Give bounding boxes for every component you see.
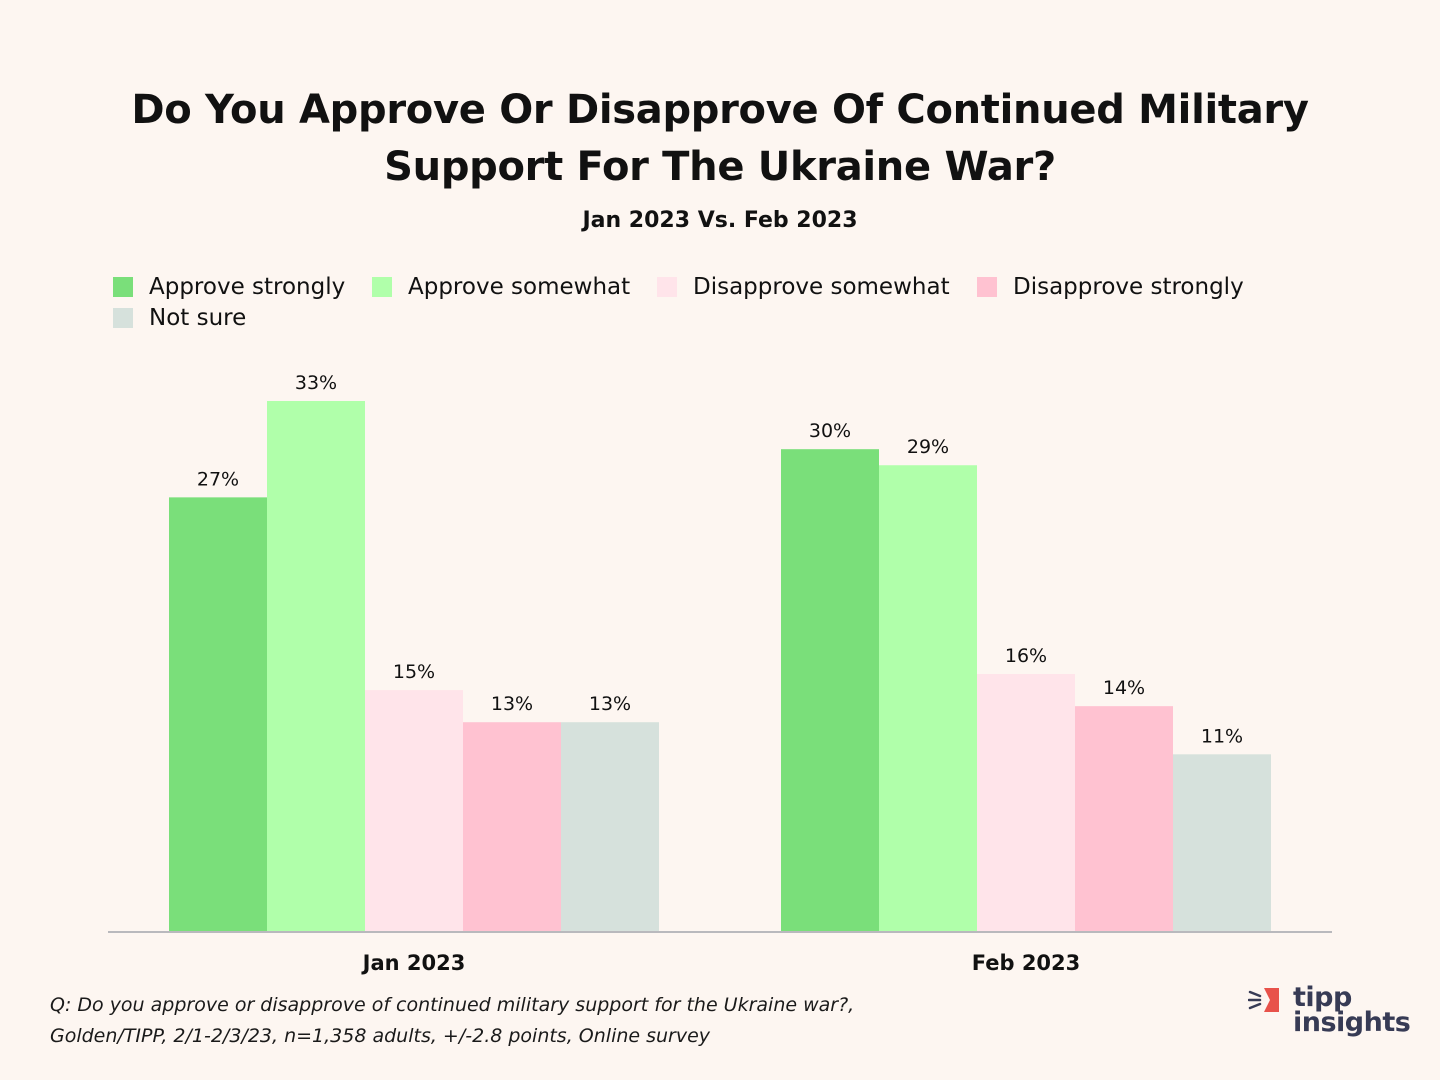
legend-label: Approve somewhat — [408, 274, 631, 300]
chart-title: Do You Approve Or Disapprove Of Continue… — [0, 82, 1440, 196]
data-label: 30% — [809, 420, 851, 442]
data-label: 15% — [393, 661, 435, 683]
bar-disapprove-strongly-jan-2023 — [463, 722, 561, 931]
legend-item-disapprove-strongly: Disapprove strongly — [977, 274, 1244, 300]
data-label: 33% — [295, 372, 337, 394]
bar-not-sure-jan-2023 — [561, 722, 659, 931]
chart-title-line-2: Support For The Ukraine War? — [384, 144, 1056, 190]
x-tick-label: Feb 2023 — [972, 951, 1081, 975]
legend-label: Not sure — [149, 305, 247, 331]
legend-swatch — [977, 277, 997, 297]
bar-not-sure-feb-2023 — [1173, 754, 1271, 931]
bar-approve-somewhat-feb-2023 — [879, 465, 977, 931]
bar-approve-somewhat-jan-2023 — [267, 401, 365, 931]
tipp-insights-logo: tipp insights — [1248, 982, 1418, 1042]
legend-swatch — [657, 277, 677, 297]
chart-title-line-1: Do You Approve Or Disapprove Of Continue… — [131, 87, 1309, 133]
bar-disapprove-strongly-feb-2023 — [1075, 706, 1173, 931]
megaphone-icon — [1248, 988, 1279, 1012]
legend-item-approve-somewhat: Approve somewhat — [372, 274, 630, 300]
data-label: 13% — [589, 693, 631, 715]
bar-approve-strongly-jan-2023 — [169, 497, 267, 931]
footnote-line-2: Golden/TIPP, 2/1-2/3/23, n=1,358 adults,… — [50, 1025, 711, 1047]
bar-disapprove-somewhat-feb-2023 — [977, 674, 1075, 931]
legend-swatch — [113, 308, 133, 328]
data-label: 13% — [491, 693, 533, 715]
data-label: 11% — [1201, 725, 1243, 747]
legend-label: Disapprove strongly — [1013, 274, 1244, 300]
chart-subtitle: Jan 2023 Vs. Feb 2023 — [582, 208, 858, 233]
data-label: 14% — [1103, 677, 1145, 699]
legend-swatch — [372, 277, 392, 297]
bar-approve-strongly-feb-2023 — [781, 449, 879, 931]
logo-text-tipp: tipp — [1293, 982, 1352, 1013]
footnote-line-1: Q: Do you approve or disapprove of conti… — [50, 994, 855, 1016]
data-label: 16% — [1005, 645, 1047, 667]
legend-item-not-sure: Not sure — [113, 305, 246, 331]
legend-label: Disapprove somewhat — [693, 274, 950, 300]
data-label: 29% — [907, 436, 949, 458]
legend-swatch — [113, 277, 133, 297]
bar-disapprove-somewhat-jan-2023 — [365, 690, 463, 931]
legend-item-approve-strongly: Approve strongly — [113, 274, 345, 300]
data-label: 27% — [197, 468, 239, 490]
legend-label: Approve strongly — [149, 274, 346, 300]
footnote: Q: Do you approve or disapprove of conti… — [50, 990, 854, 1052]
x-tick-label: Jan 2023 — [361, 951, 466, 975]
logo-text-insights: insights — [1293, 1007, 1411, 1038]
legend-item-disapprove-somewhat: Disapprove somewhat — [657, 274, 950, 300]
